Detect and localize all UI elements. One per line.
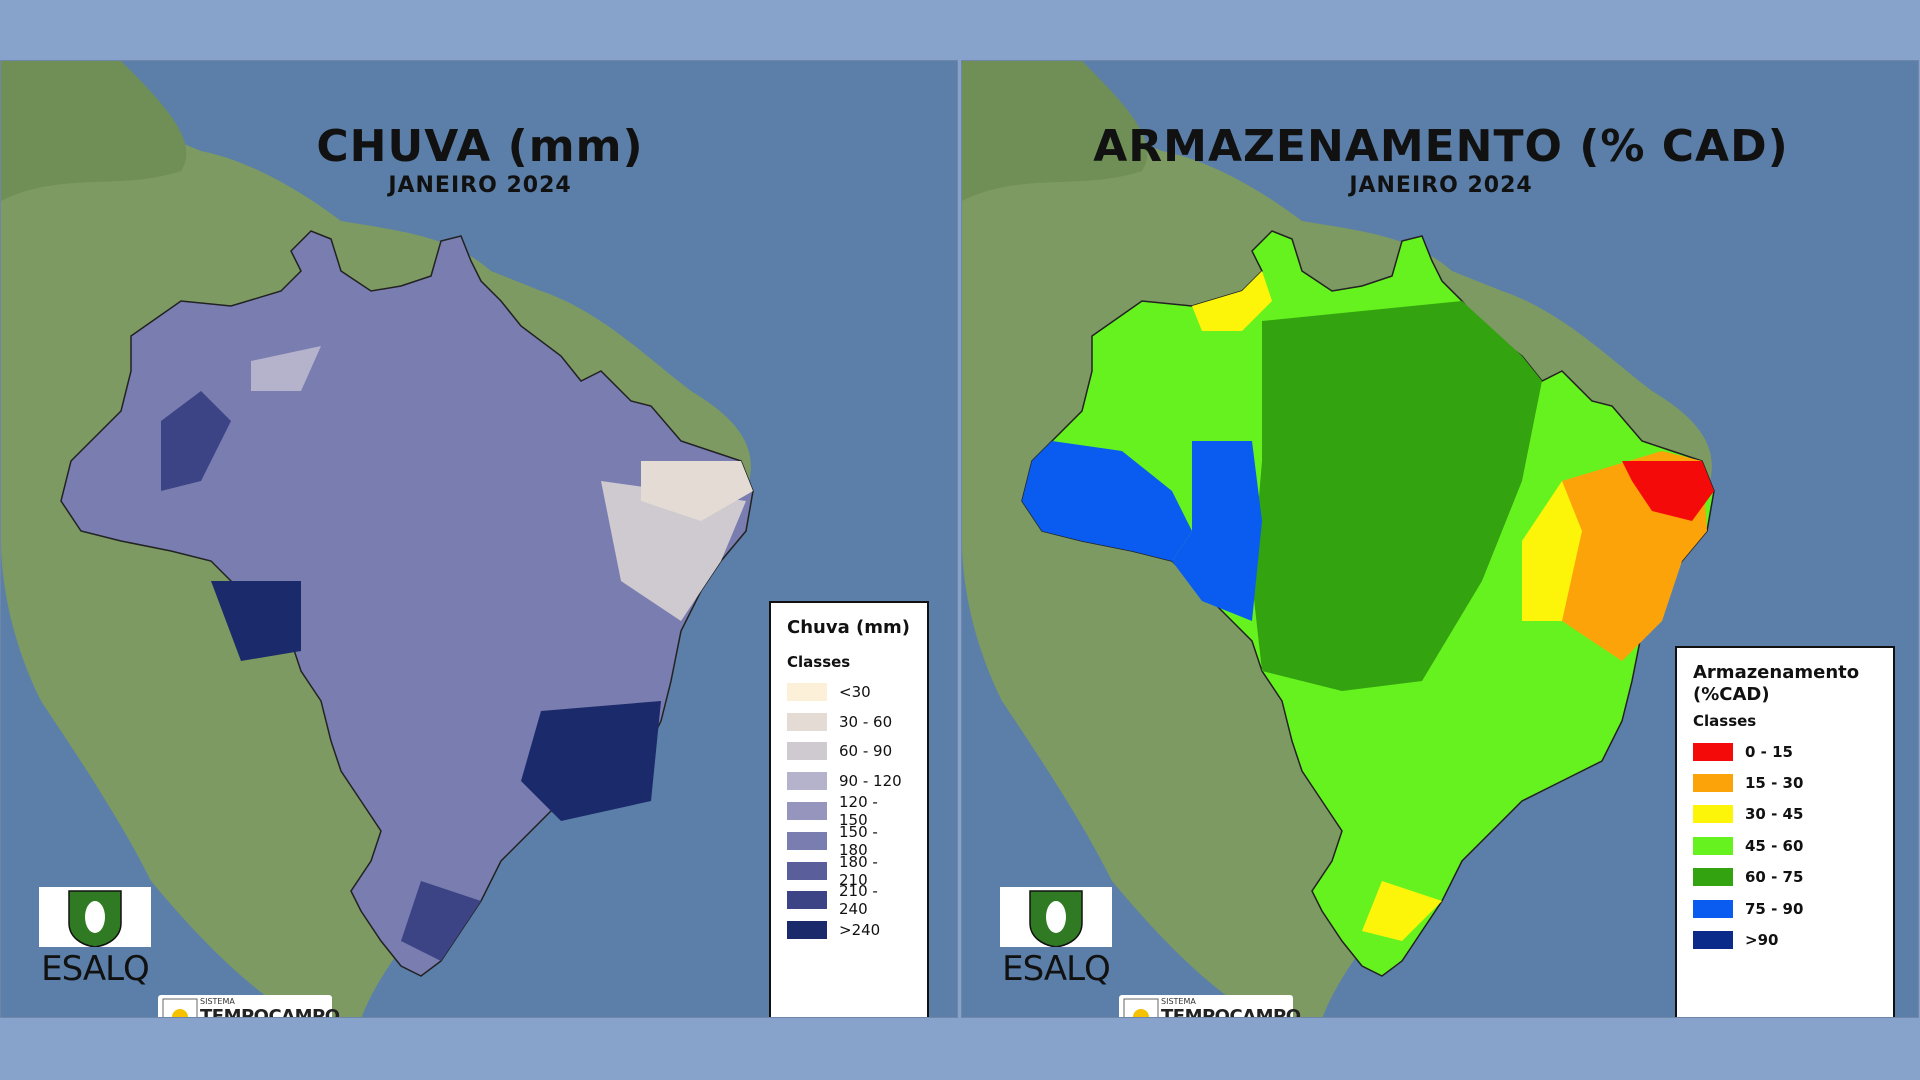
rainfall-legend-label: 30 - 60 [839,712,893,731]
rainfall-legend-label: 90 - 120 [839,772,902,791]
storage-legend-label: 30 - 45 [1745,805,1804,824]
rainfall-map [1,61,957,1017]
rainfall-legend-swatch [787,772,827,791]
tempocampo-sistema: SISTEMA [1161,997,1196,1006]
rainfall-legend: Chuva (mm) Classes <30 30 - 60 60 - 90 90 -… [769,601,929,1017]
storage-legend-swatch [1693,868,1733,887]
tempocampo-wordmark: TEMPOCAMPO [1161,1006,1301,1018]
rainfall-legend-swatch [787,921,827,940]
rainfall-legend-swatch [787,742,827,761]
rainfall-legend-title: Chuva (mm) [787,617,910,638]
storage-legend-row: 45 - 60 [1693,830,1877,861]
storage-map-subtitle: JANEIRO 2024 [1349,173,1533,198]
storage-legend-row: 15 - 30 [1693,767,1877,798]
esalq-logo: ESALQ [39,887,151,1015]
rainfall-legend-label: 180 - 210 [839,852,878,889]
rainfall-legend-swatch [787,712,827,731]
storage-legend-swatch [1693,805,1733,824]
rainfall-legend-row: >240 [787,915,911,945]
storage-legend-swatch [1693,742,1733,761]
rainfall-legend-label: 150 - 180 [839,822,878,859]
rainfall-legend-row: 210 - 240 [787,882,911,918]
storage-map-panel: ARMAZENAMENTO (% CAD) JANEIRO 2024 Armaz… [961,60,1919,1018]
tempocampo-wordmark: TEMPOCAMPO [200,1006,340,1018]
land-north [1,61,187,201]
rainfall-legend-row: 30 - 60 [787,707,911,737]
storage-map-title: ARMAZENAMENTO (% CAD) [1093,121,1789,172]
esalq-shield-icon [68,890,122,947]
rainfall-brazil-shape [60,230,754,977]
rainfall-legend-swatch [787,891,827,910]
storage-legend-label: 0 - 15 [1745,742,1793,761]
storage-legend-label: 15 - 30 [1745,774,1804,793]
rainfall-legend-swatch [787,861,827,880]
rainfall-legend-label: <30 [839,682,871,701]
storage-legend-classes-label: Classes [1693,712,1757,730]
land-north [962,61,1148,201]
storage-legend-label: 45 - 60 [1745,836,1804,855]
storage-legend-row: 75 - 90 [1693,893,1877,924]
storage-map [962,61,1918,1017]
storage-legend-label: >90 [1745,931,1779,950]
storage-legend-row: >90 [1693,924,1877,955]
rainfall-legend-swatch [787,682,827,701]
storage-legend-row: 30 - 45 [1693,799,1877,830]
storage-legend-row: 60 - 75 [1693,862,1877,893]
sun-field-icon [1123,998,1159,1017]
esalq-logo: ESALQ [1000,887,1112,1015]
storage-legend-swatch [1693,774,1733,793]
rainfall-legend-row: 120 - 150 [787,793,911,830]
rainfall-map-subtitle: JANEIRO 2024 [388,173,572,198]
rainfall-map-title: CHUVA (mm) [316,121,644,172]
rainfall-legend-row: 180 - 210 [787,852,911,889]
tempocampo-logo: SISTEMA TEMPOCAMPO [158,995,340,1017]
rainfall-legend-label: 60 - 90 [839,742,893,761]
rainfall-legend-swatch [787,831,827,850]
esalq-shield-icon [1029,890,1083,947]
storage-legend-row: 0 - 15 [1693,736,1877,767]
storage-legend-label: 75 - 90 [1745,899,1804,918]
storage-brazil-shape [1021,230,1715,977]
storage-legend-swatch [1693,899,1733,918]
rainfall-legend-swatch [787,802,827,821]
rainfall-legend-classes-label: Classes [787,653,851,671]
rainfall-legend-label: >240 [839,921,881,940]
rainfall-legend-row: 90 - 120 [787,766,911,796]
storage-legend-label: 60 - 75 [1745,868,1804,887]
esalq-wordmark: ESALQ [1002,949,1111,989]
rainfall-legend-label: 210 - 240 [839,882,878,919]
rainfall-legend-row: <30 [787,677,911,707]
rainfall-map-panel: CHUVA (mm) JANEIRO 2024 Chuva (mm) Class… [0,60,958,1018]
rainfall-legend-label: 120 - 150 [839,793,878,830]
storage-legend: Armazenamento (%CAD) Classes 0 - 15 15 - … [1675,646,1895,1017]
storage-legend-title: Armazenamento (%CAD) [1693,662,1860,705]
esalq-wordmark: ESALQ [41,949,150,989]
storage-legend-swatch [1693,836,1733,855]
rainfall-legend-row: 60 - 90 [787,737,911,767]
tempocampo-logo: SISTEMA TEMPOCAMPO [1119,995,1301,1017]
tempocampo-sistema: SISTEMA [200,997,235,1006]
sun-field-icon [162,998,198,1017]
rainfall-legend-row: 150 - 180 [787,822,911,859]
storage-legend-swatch [1693,931,1733,950]
